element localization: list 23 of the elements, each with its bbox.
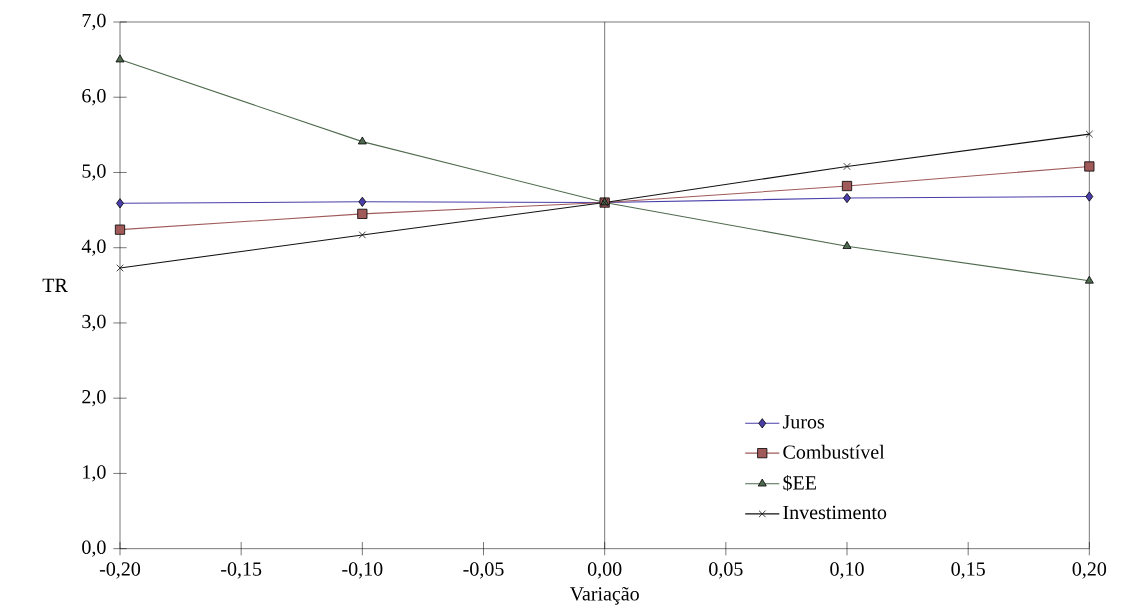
x-tick-label: 0,05 <box>709 562 743 579</box>
x-tick-label: -0,20 <box>99 562 141 579</box>
y-axis-title: TR <box>42 278 68 292</box>
x-tick-label: 0,20 <box>1072 562 1107 579</box>
y-tick-label: 7,0 <box>82 13 106 31</box>
y-tick-label: 6,0 <box>82 89 106 106</box>
x-tick-label: -0,10 <box>342 562 383 579</box>
legend-label: Combustível <box>783 444 885 459</box>
y-tick-label: 5,0 <box>82 164 106 181</box>
legend-label: Investimento <box>783 505 887 520</box>
x-tick-label: 0,00 <box>587 562 622 579</box>
x-tick-label: -0,15 <box>221 562 262 579</box>
legend-label: $EE <box>783 474 816 491</box>
y-tick-label: 1,0 <box>83 465 106 482</box>
y-tick-label: 3,0 <box>82 314 106 332</box>
y-tick-label: 0,0 <box>82 540 106 557</box>
x-tick-label: -0,05 <box>463 562 504 579</box>
y-tick-label: 4,0 <box>81 239 106 256</box>
x-tick-label: 0,10 <box>830 562 864 579</box>
y-tick-label: 2,0 <box>82 390 106 407</box>
x-axis-title: Variação <box>569 586 639 605</box>
x-tick-label: 0,15 <box>951 562 985 579</box>
legend-label: Juros <box>782 415 825 429</box>
